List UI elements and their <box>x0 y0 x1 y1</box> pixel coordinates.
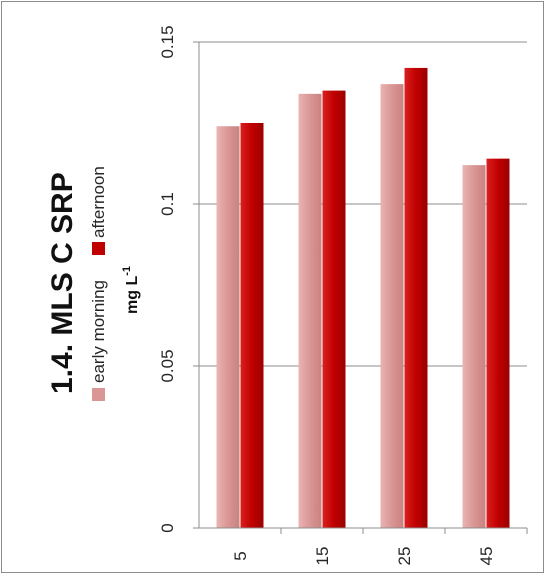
legend: early morning afternoon <box>89 166 108 401</box>
value-tick-label: 0 <box>158 523 177 532</box>
y-axis-label: mg L-1 <box>121 266 141 314</box>
label-layer: 1.4. MLS C SRP early morning afternoon m… <box>46 166 141 401</box>
category-tick-label: 45 <box>477 547 496 566</box>
category-tick-label: 5 <box>231 551 250 560</box>
value-tick-label: 0.15 <box>158 25 177 58</box>
bar-afternoon-25 <box>404 67 428 529</box>
category-tick-label: 25 <box>395 547 414 566</box>
legend-swatch-afternoon <box>92 242 105 255</box>
legend-label-afternoon: afternoon <box>89 166 108 238</box>
bar-early-morning-15 <box>298 93 322 528</box>
bar-afternoon-5 <box>240 123 264 528</box>
bar-afternoon-15 <box>322 90 346 528</box>
bar-layer <box>216 67 510 529</box>
bar-early-morning-5 <box>216 126 240 529</box>
legend-label-early-morning: early morning <box>89 280 108 383</box>
category-tick-label: 15 <box>313 547 332 566</box>
bar-early-morning-25 <box>380 84 404 529</box>
axis-layer: 0 0.05 0.1 0.15 5 15 25 45 <box>158 25 528 566</box>
y-axis-label-superscript: -1 <box>121 266 133 276</box>
value-tick-label: 0.05 <box>158 349 177 382</box>
chart-title: 1.4. MLS C SRP <box>46 172 79 394</box>
y-axis-label-text: mg L <box>124 276 141 314</box>
value-tick-label: 0.1 <box>158 192 177 216</box>
legend-swatch-early-morning <box>92 388 105 401</box>
bar-early-morning-45 <box>462 165 486 528</box>
bar-afternoon-45 <box>486 158 510 528</box>
